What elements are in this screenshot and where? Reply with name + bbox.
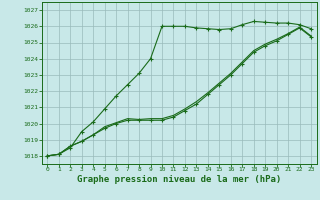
X-axis label: Graphe pression niveau de la mer (hPa): Graphe pression niveau de la mer (hPa) <box>77 175 281 184</box>
